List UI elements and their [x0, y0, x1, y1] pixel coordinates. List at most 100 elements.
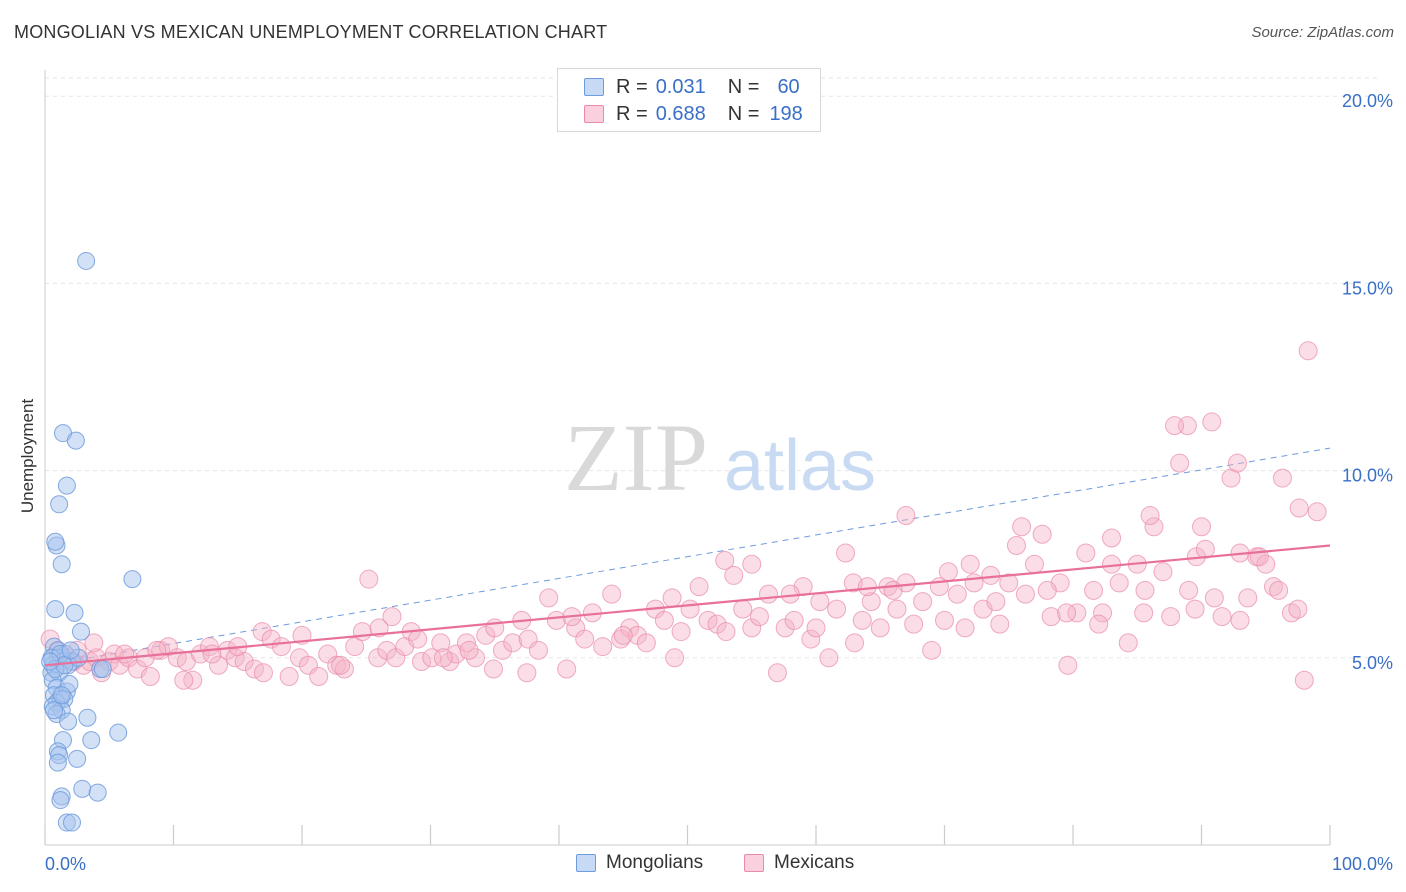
mexican-point [836, 543, 856, 563]
legend-row-mexicans: R = 0.688 N = 198 [584, 102, 803, 126]
mexican-point [913, 592, 933, 612]
mexican-point [1269, 580, 1289, 600]
mexican-point [1161, 607, 1181, 627]
mexican-point [84, 633, 104, 653]
mexican-point [671, 622, 691, 642]
mexican-point [716, 622, 736, 642]
mongolian-point [73, 779, 92, 798]
mongolian-point [77, 251, 96, 270]
mexican-point [1084, 580, 1104, 600]
x-tick-label: 100.0% [1332, 854, 1393, 874]
mexican-point [806, 618, 826, 638]
mexican-point [955, 618, 975, 638]
mexican-point [680, 599, 700, 619]
mongolian-point [65, 603, 84, 622]
mexican-point [503, 633, 523, 653]
mexican-point [1288, 599, 1308, 619]
mexican-point [147, 640, 167, 660]
mexican-point [715, 550, 735, 570]
mexican-point [557, 659, 577, 679]
mexican-point [309, 667, 329, 687]
mongolian-point [52, 686, 71, 705]
mexican-point [140, 667, 160, 687]
mexican-point [887, 599, 907, 619]
mexican-point [575, 629, 595, 649]
mexican-point [1195, 539, 1215, 559]
mexican-point [271, 637, 291, 657]
mongolian-point [62, 813, 81, 832]
mexican-point [1134, 603, 1154, 623]
mexican-point [459, 640, 479, 660]
mexican-point [845, 633, 865, 653]
mongolian-point [66, 431, 85, 450]
legend-r-label: R = [616, 75, 648, 98]
mexican-point [662, 588, 682, 608]
mexican-point [1204, 588, 1224, 608]
legend-item-mexicans[interactable]: Mexicans [744, 852, 854, 874]
mexican-point [1109, 573, 1129, 593]
mexican-point [1057, 603, 1077, 623]
mexican-point [546, 610, 566, 630]
mexican-point [602, 584, 622, 604]
legend-item-mongolians[interactable]: Mongolians [576, 852, 703, 874]
mexican-point [870, 618, 890, 638]
mexican-point [539, 588, 559, 608]
mexican-point [935, 610, 954, 630]
mexican-point [964, 573, 984, 593]
mongolian-point [48, 753, 67, 772]
mexican-point [689, 577, 709, 597]
mexican-point [1307, 502, 1327, 522]
mexican-point [517, 663, 537, 683]
mexican-point [1076, 543, 1096, 563]
mexican-point [801, 629, 821, 649]
mexican-point [359, 569, 379, 589]
y-tick-label: 15.0% [1342, 278, 1393, 298]
axes [44, 70, 1331, 846]
mexican-point [749, 607, 769, 627]
mexican-point [1093, 603, 1113, 623]
mexican-point [654, 610, 674, 630]
mexican-point [784, 610, 804, 630]
mexican-point [960, 554, 980, 574]
mexican-point [1238, 588, 1258, 608]
mexican-point [1118, 633, 1138, 653]
mongolian-point [68, 749, 87, 768]
mexican-point [208, 655, 228, 675]
mexican-point [1140, 506, 1160, 526]
mexican-point [1015, 584, 1035, 604]
y-tick-label: 5.0% [1352, 653, 1393, 673]
mexican-point [408, 629, 428, 649]
series-legend: Mongolians Mexicans [0, 852, 1406, 878]
mexican-point [1144, 517, 1164, 537]
mexican-point [1289, 498, 1309, 518]
mexican-point [1202, 412, 1222, 432]
mongolian-point [44, 701, 63, 720]
mexican-point [115, 644, 135, 664]
watermark-zip: ZIP [564, 404, 708, 511]
mexican-point [1041, 607, 1061, 627]
mexican-point [1170, 453, 1190, 473]
mexican-point [433, 648, 453, 668]
mexican-point [1012, 517, 1032, 537]
mongolian-point [46, 532, 65, 551]
chart-source: Source: ZipAtlas.com [1251, 24, 1394, 41]
legend-r-label: R = [616, 102, 648, 125]
mongolian-point [93, 660, 112, 679]
mexican-point [279, 667, 299, 687]
gridlines [45, 77, 1380, 659]
mexican-point [1153, 562, 1173, 582]
mexican-point [1298, 341, 1318, 361]
mexican-point [990, 614, 1010, 634]
mexican-point [431, 633, 451, 653]
mexican-point [1135, 580, 1155, 600]
mexican-trend-line [44, 544, 1331, 667]
mexican-point [1192, 517, 1211, 537]
mexican-point [1263, 577, 1283, 597]
mexican-point [938, 562, 958, 582]
mongolian-point [52, 555, 71, 574]
y-axis-label: Unemployment [18, 398, 37, 514]
mongolian-point [57, 476, 76, 495]
mongolian-point [51, 791, 70, 810]
mongolian-point [123, 570, 142, 589]
